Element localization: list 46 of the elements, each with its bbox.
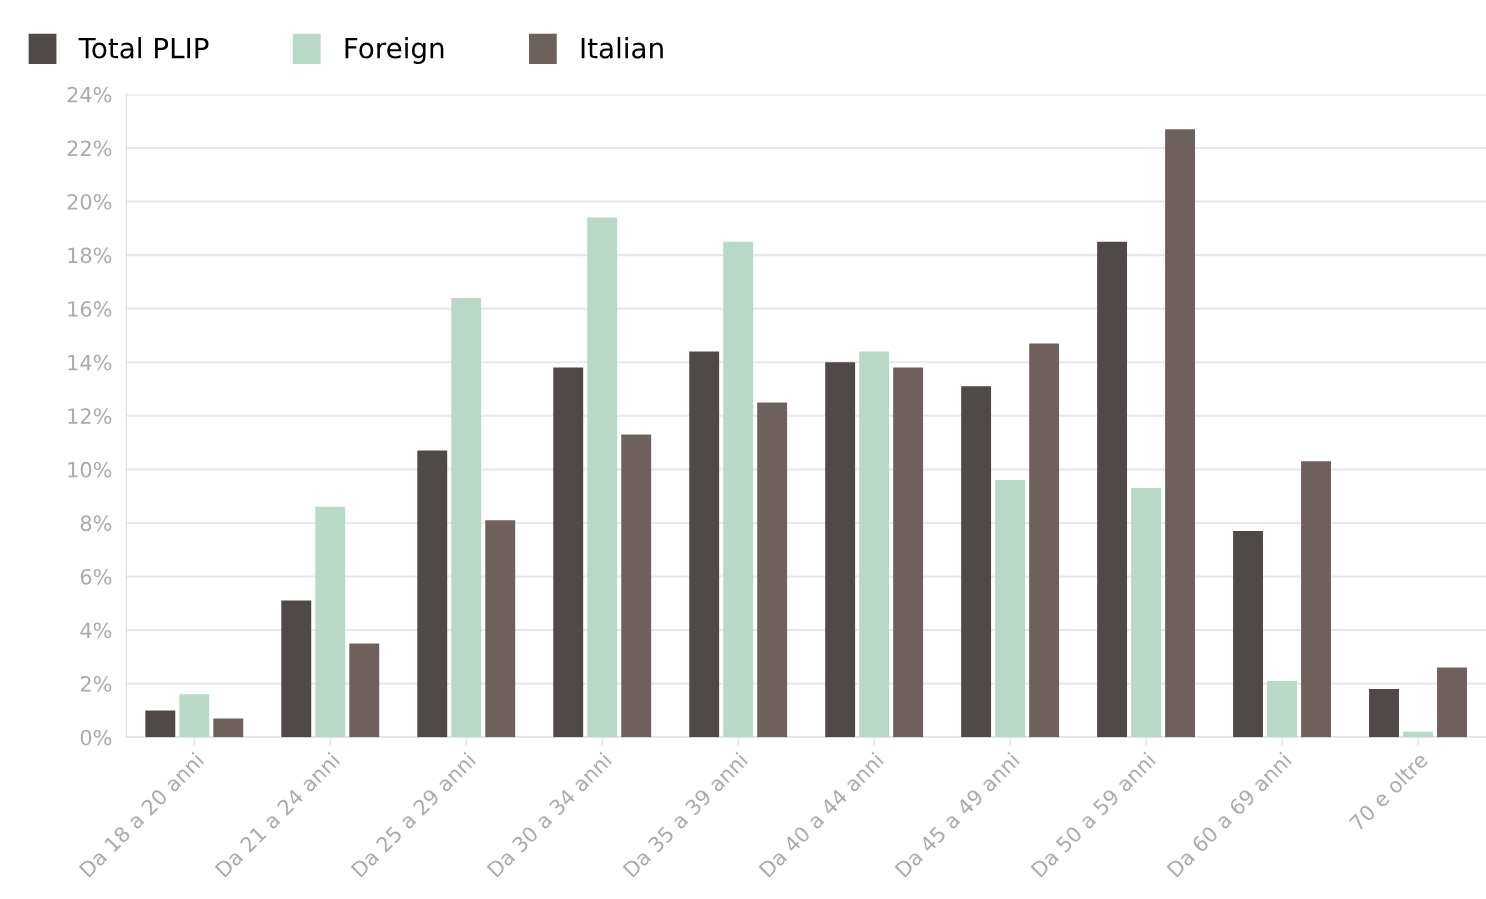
y-tick-label: 8% bbox=[80, 515, 112, 532]
bar bbox=[961, 386, 992, 738]
y-tick-label: 24% bbox=[67, 86, 112, 103]
bar bbox=[1403, 731, 1433, 738]
bar bbox=[1267, 680, 1297, 738]
bar bbox=[1437, 667, 1467, 738]
bar bbox=[281, 600, 312, 738]
legend-label: Italian bbox=[581, 37, 663, 59]
y-tick-label: 2% bbox=[80, 676, 112, 692]
legend-label: Foreign bbox=[345, 37, 444, 64]
bar bbox=[1301, 461, 1331, 738]
bar bbox=[1131, 488, 1162, 738]
y-tick-label: 12% bbox=[68, 408, 112, 424]
bar bbox=[315, 506, 346, 738]
y-tick-label: 0% bbox=[80, 729, 112, 746]
bar bbox=[621, 434, 652, 738]
bar bbox=[145, 710, 176, 738]
bar bbox=[417, 450, 448, 738]
bar bbox=[451, 297, 482, 738]
bar bbox=[1233, 530, 1264, 738]
bar bbox=[893, 367, 924, 738]
bar bbox=[825, 362, 856, 738]
legend-label: Total PLIP bbox=[78, 37, 209, 59]
bar bbox=[723, 241, 754, 738]
y-tick-label: 4% bbox=[80, 622, 112, 639]
bar bbox=[1029, 343, 1060, 738]
bar bbox=[1165, 129, 1196, 738]
bar bbox=[859, 351, 890, 738]
bar bbox=[1097, 241, 1128, 738]
y-tick-label: 22% bbox=[67, 140, 112, 157]
bar bbox=[995, 480, 1026, 738]
y-tick-label: 6% bbox=[80, 568, 112, 585]
bar bbox=[1369, 688, 1399, 738]
bar bbox=[213, 718, 244, 738]
y-tick-label: 10% bbox=[68, 461, 112, 478]
bar bbox=[553, 367, 584, 738]
bar bbox=[179, 694, 210, 738]
bar bbox=[757, 402, 788, 738]
y-tick-label: 16% bbox=[68, 301, 112, 317]
bar bbox=[689, 351, 720, 738]
bar bbox=[349, 643, 380, 738]
y-tick-label: 14% bbox=[68, 354, 112, 371]
y-tick-label: 18% bbox=[68, 247, 112, 264]
bar bbox=[587, 217, 618, 738]
bar bbox=[485, 520, 516, 738]
y-tick-label: 20% bbox=[67, 193, 112, 210]
